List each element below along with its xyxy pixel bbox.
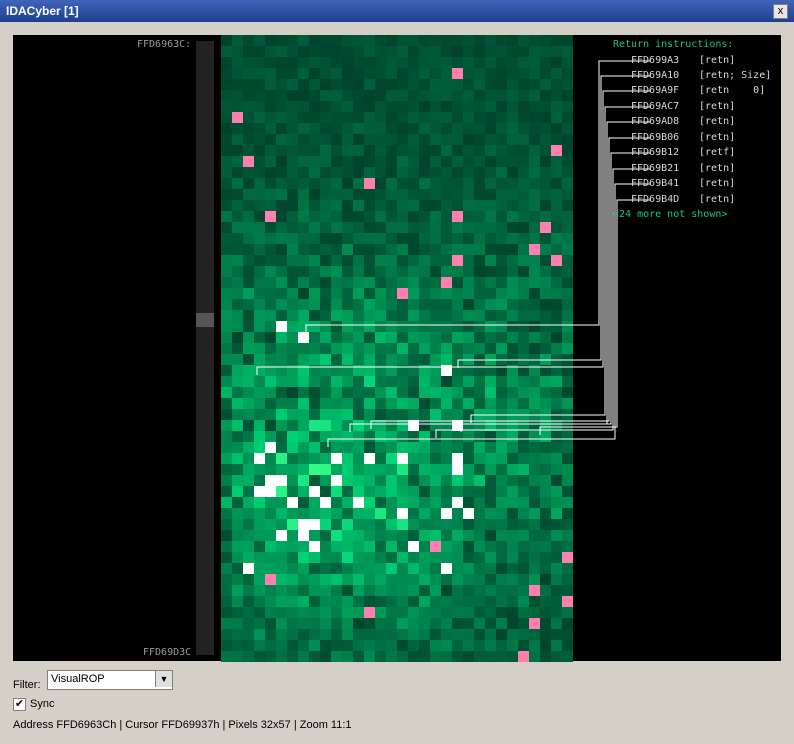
return-row[interactable]: FFD69A10 [retn; Size] — [631, 70, 772, 81]
return-row[interactable]: FFD69AC7 [retn] — [631, 101, 736, 112]
return-instructions-header: Return instructions: — [613, 39, 734, 50]
status-line: Address FFD6963Ch | Cursor FFD69937h | P… — [13, 719, 352, 731]
byte-pixel-map[interactable] — [221, 35, 651, 662]
filter-label: Filter: — [13, 679, 41, 691]
visualization-canvas[interactable]: FFD6963C: FFD69D3C Return instructions: … — [13, 35, 781, 662]
return-row[interactable]: FFD69B21 [retn] — [631, 163, 736, 174]
address-pane: FFD6963C: FFD69D3C — [13, 35, 220, 661]
chevron-down-icon[interactable]: ▼ — [155, 671, 172, 687]
return-row[interactable]: FFD69A9F [retn 0] — [631, 85, 766, 96]
close-icon[interactable]: x — [773, 4, 788, 19]
start-address-label: FFD6963C: — [137, 39, 192, 50]
control-bar: Filter: VisualROP ▼ ✔ Sync Address FFD69… — [0, 664, 794, 744]
sync-checkbox[interactable]: ✔ — [13, 698, 26, 711]
return-instructions-panel: Return instructions: FFD699A3 [retn] FFD6… — [587, 35, 781, 661]
pixel-grid[interactable] — [221, 35, 573, 662]
title-bar[interactable]: IDACyber [1] x — [0, 0, 794, 22]
return-row[interactable]: FFD699A3 [retn] — [631, 55, 736, 66]
return-row[interactable]: FFD69AD8 [retn] — [631, 116, 736, 127]
return-row[interactable]: FFD69B41 [retn] — [631, 178, 736, 189]
filter-dropdown[interactable]: VisualROP ▼ — [47, 670, 173, 690]
more-returns-label: <24 more not shown> — [613, 209, 728, 220]
return-row[interactable]: FFD69B4D [retn] — [631, 194, 736, 205]
return-row[interactable]: FFD69B06 [retn] — [631, 132, 736, 143]
vertical-scrollbar[interactable] — [196, 41, 214, 655]
sync-label: Sync — [30, 698, 55, 710]
filter-selected-value: VisualROP — [51, 673, 105, 685]
window-title: IDACyber [1] — [6, 4, 79, 18]
return-row[interactable]: FFD69B12 [retf] — [631, 147, 736, 158]
scrollbar-thumb[interactable] — [196, 313, 214, 327]
end-address-label: FFD69D3C — [143, 647, 192, 658]
